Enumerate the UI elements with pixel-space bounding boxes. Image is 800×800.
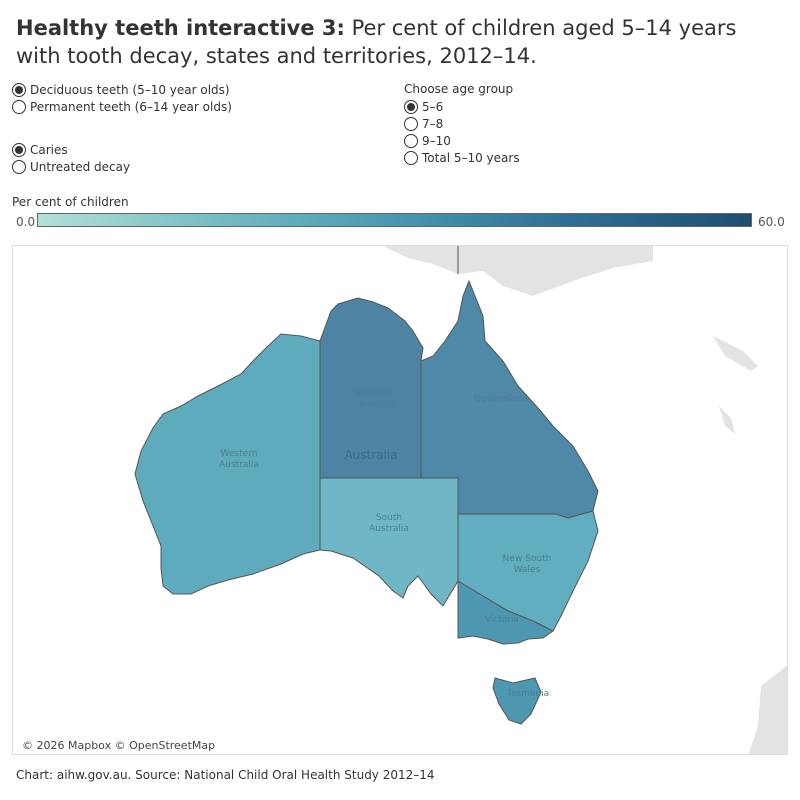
teeth-type-option-label: Deciduous teeth (5–10 year olds) bbox=[30, 82, 230, 97]
chart-source: Chart: aihw.gov.au. Source: National Chi… bbox=[16, 768, 435, 782]
age-group-option-label: Total 5–10 years bbox=[422, 150, 520, 165]
age-group-option-label: 5–6 bbox=[422, 99, 444, 114]
measure-option[interactable]: Caries bbox=[12, 141, 130, 158]
age-group-option[interactable]: 9–10 bbox=[404, 132, 520, 149]
state-victoria[interactable] bbox=[457, 580, 554, 645]
new-zealand-land bbox=[748, 665, 787, 754]
state-label-line: Northern bbox=[356, 389, 396, 399]
state-label-nsw: New South Wales bbox=[503, 554, 552, 575]
state-label-line: Australia bbox=[219, 460, 259, 470]
legend-max-value: 60.0 bbox=[758, 215, 785, 229]
teeth-type-option[interactable]: Permanent teeth (6–14 year olds) bbox=[12, 98, 232, 115]
radio-button-icon[interactable] bbox=[12, 82, 26, 97]
map-attribution[interactable]: © 2026 Mapbox © OpenStreetMap bbox=[20, 739, 218, 752]
state-label-line: South bbox=[376, 513, 402, 523]
radio-button-icon[interactable] bbox=[404, 133, 418, 148]
measure-option[interactable]: Untreated decay bbox=[12, 158, 130, 175]
new-guinea-land bbox=[383, 246, 653, 296]
title-lead: Healthy teeth interactive 3: bbox=[16, 16, 345, 40]
state-label-line: Australia bbox=[369, 524, 409, 534]
radio-button-icon[interactable] bbox=[12, 142, 26, 157]
page-title: Healthy teeth interactive 3: Per cent of… bbox=[16, 14, 776, 70]
radio-button-icon[interactable] bbox=[404, 116, 418, 131]
state-label-line: Tasmania bbox=[506, 689, 549, 699]
legend-color-scale bbox=[37, 213, 752, 227]
state-label-wa: Western Australia bbox=[219, 449, 259, 470]
title-rest: Per cent of children aged 5–14 years wit… bbox=[16, 16, 737, 68]
state-label-qld: Queensland bbox=[474, 394, 528, 404]
state-label-line: Queensland bbox=[474, 394, 528, 404]
measure-option-label: Untreated decay bbox=[30, 159, 131, 174]
age-group-option-label: 7–8 bbox=[422, 116, 444, 131]
age-group-label: Choose age group bbox=[404, 82, 514, 96]
state-tasmania[interactable] bbox=[492, 677, 542, 725]
vanuatu-land bbox=[719, 406, 735, 434]
radio-button-icon[interactable] bbox=[12, 99, 26, 114]
state-label-line: Western bbox=[221, 449, 258, 459]
state-label-tas: Tasmania bbox=[506, 689, 549, 699]
state-label-vic: Victoria bbox=[485, 615, 519, 625]
teeth-type-option[interactable]: Deciduous teeth (5–10 year olds) bbox=[12, 81, 232, 98]
state-western-australia[interactable] bbox=[134, 333, 321, 595]
age-group-option-label: 9–10 bbox=[422, 133, 451, 148]
age-group-option[interactable]: 5–6 bbox=[404, 98, 520, 115]
state-label-nt: Northern Territory bbox=[356, 389, 396, 410]
state-label-line: New South bbox=[503, 554, 552, 564]
age-group-radio-group: Choose age group 5–6 7–8 9–10 Total 5–10 ye… bbox=[404, 82, 520, 166]
radio-button-icon[interactable] bbox=[12, 159, 26, 174]
state-label-line: Victoria bbox=[485, 615, 519, 625]
legend-title: Per cent of children bbox=[12, 195, 129, 209]
measure-option-label: Caries bbox=[30, 142, 68, 157]
state-south-australia[interactable] bbox=[319, 477, 459, 607]
legend-min-value: 0.0 bbox=[16, 215, 36, 229]
radio-button-icon[interactable] bbox=[404, 150, 418, 165]
state-label-line: Territory bbox=[356, 400, 395, 410]
radio-button-icon[interactable] bbox=[404, 99, 418, 114]
measure-radio-group: Caries Untreated decay bbox=[12, 141, 130, 175]
teeth-type-option-label: Permanent teeth (6–14 year olds) bbox=[30, 99, 232, 114]
age-group-option[interactable]: Total 5–10 years bbox=[404, 149, 520, 166]
country-label: Australia bbox=[344, 448, 397, 462]
state-label-sa: South Australia bbox=[369, 513, 409, 534]
solomon-islands-land bbox=[713, 336, 758, 371]
age-group-options: 5–6 7–8 9–10 Total 5–10 years bbox=[404, 98, 520, 166]
teeth-type-radio-group: Deciduous teeth (5–10 year olds) Permanen… bbox=[12, 81, 232, 115]
state-label-line: Wales bbox=[514, 565, 541, 575]
age-group-option[interactable]: 7–8 bbox=[404, 115, 520, 132]
map-view[interactable]: Western Australia Northern Territory South Au… bbox=[12, 245, 788, 755]
